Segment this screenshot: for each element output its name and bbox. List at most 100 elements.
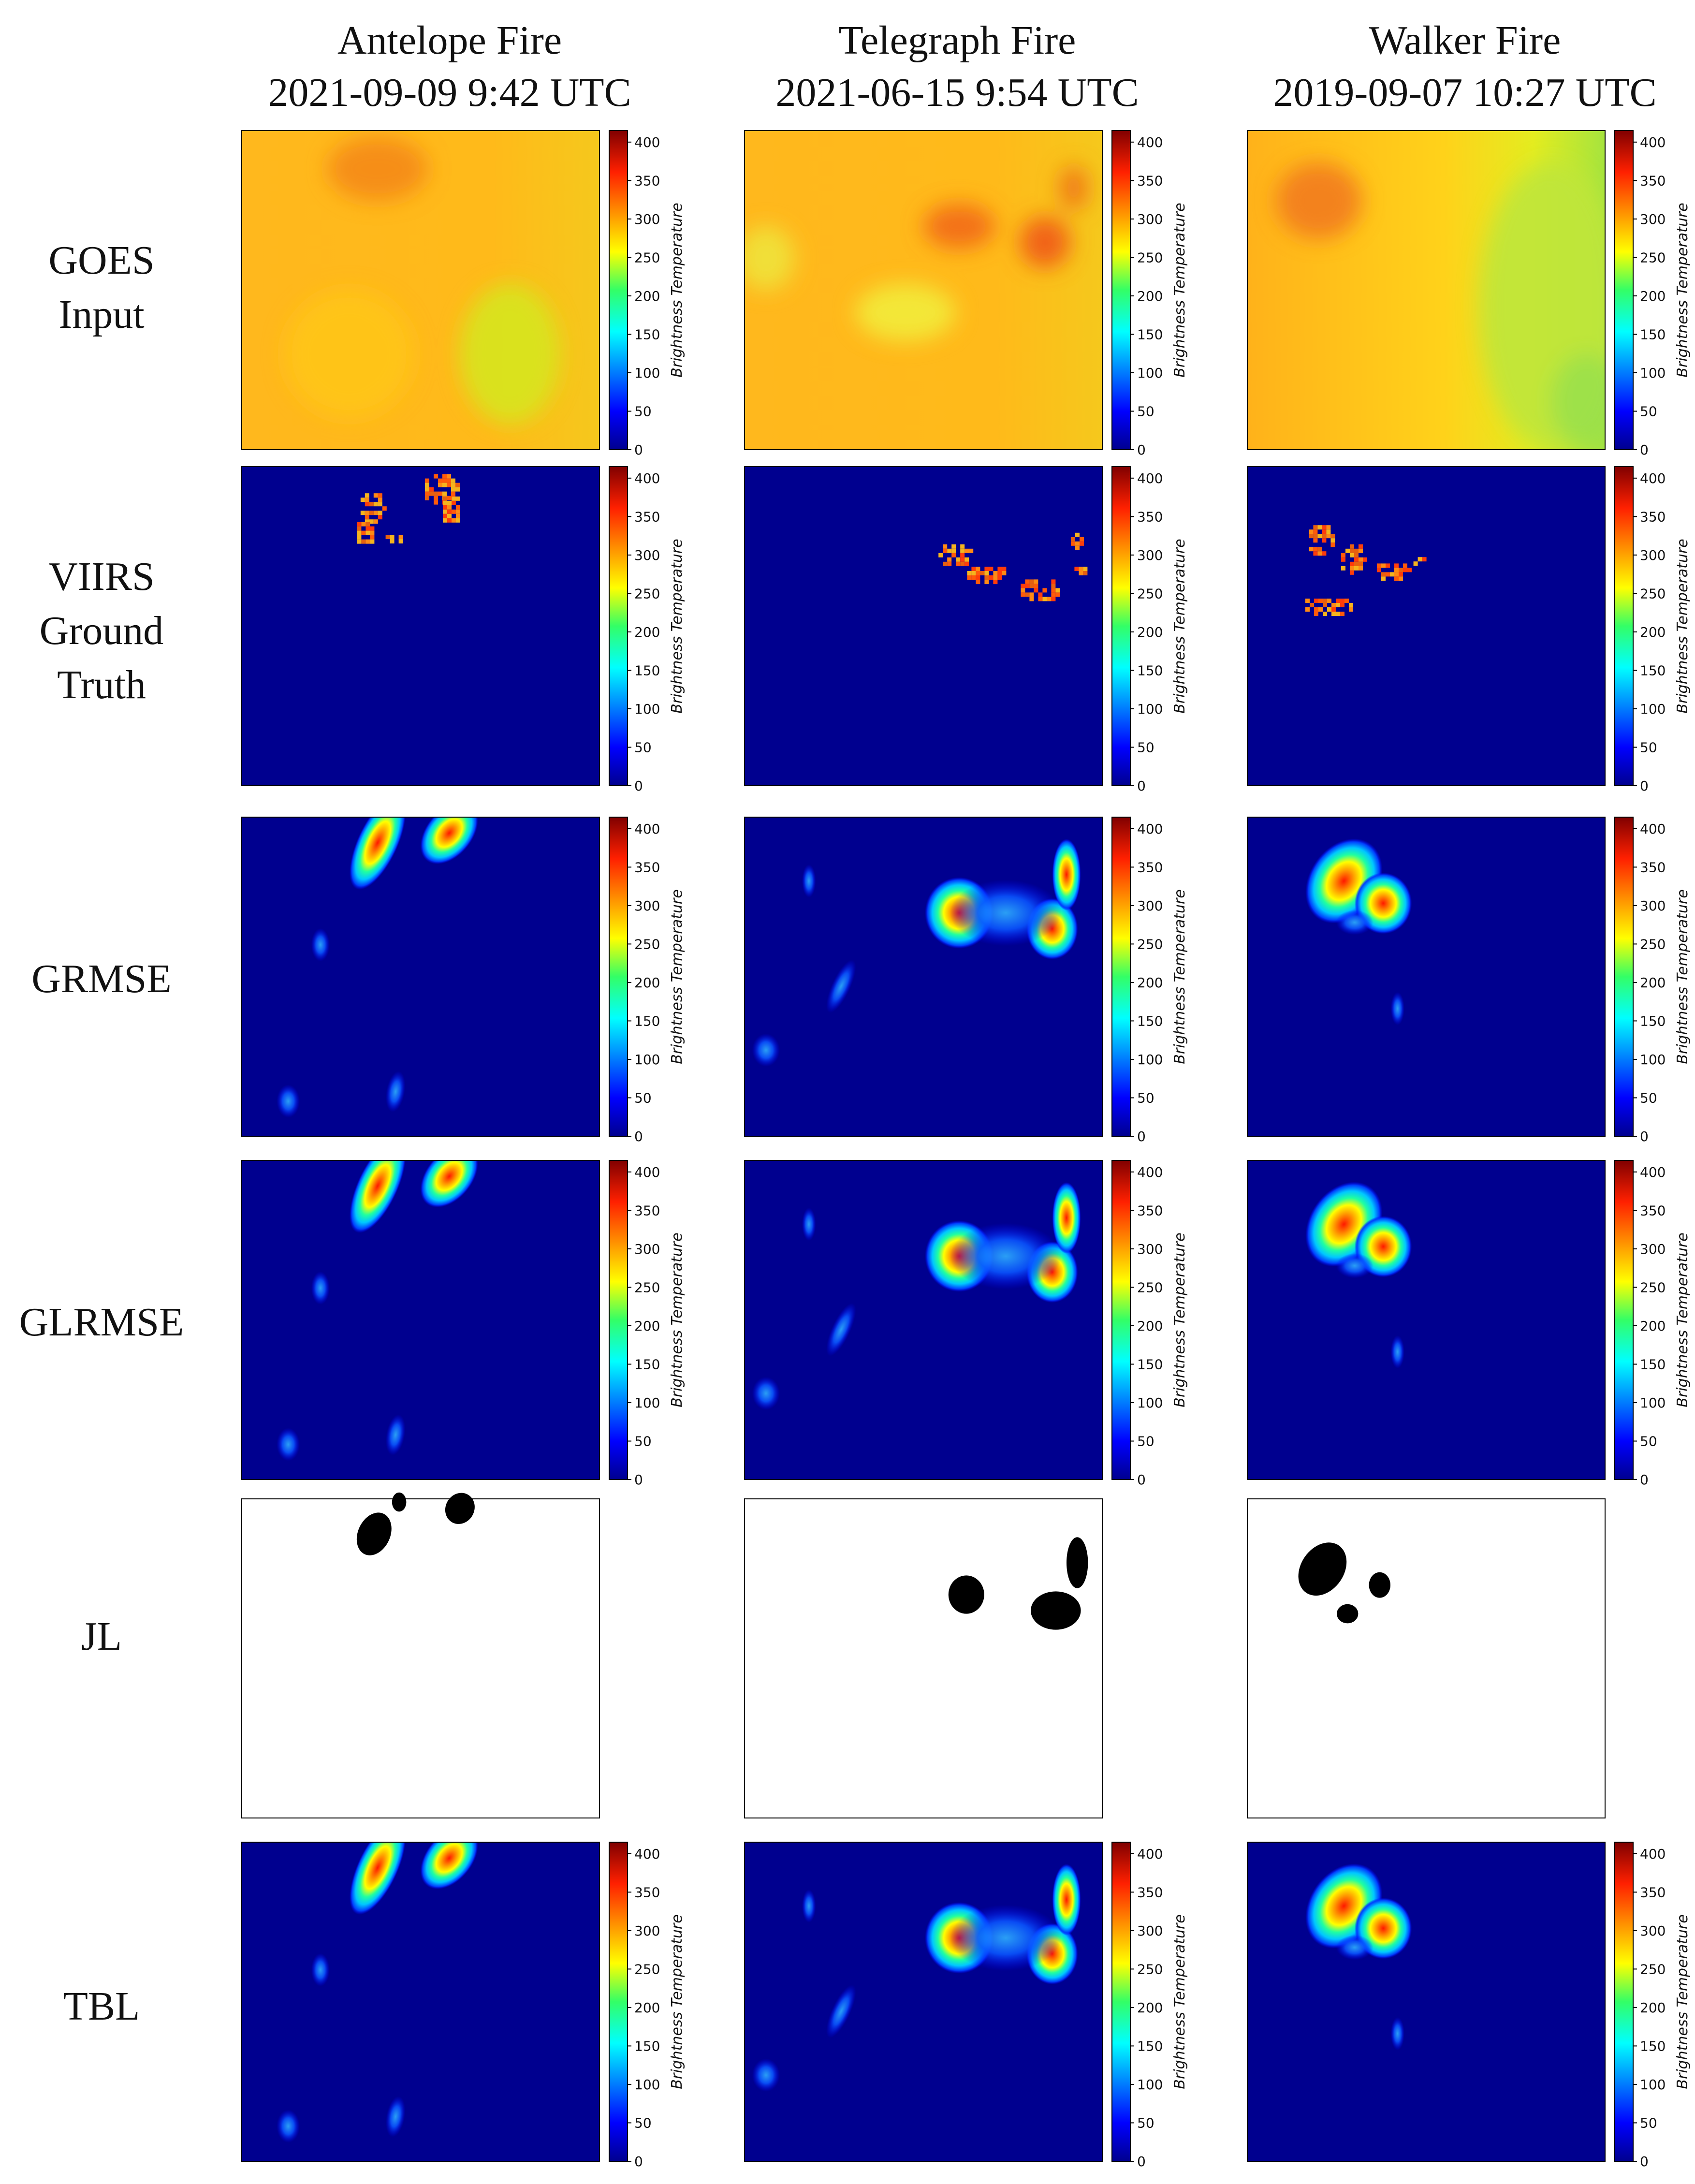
panel-figure: 0 50 100 150 200 250 300 350 400 Brightness Tempe…: [241, 130, 686, 458]
colorbar-tick-label: 400: [1137, 821, 1163, 837]
colorbar-tick-label: 100: [1640, 365, 1666, 381]
panel-figure: 0 50 100 150 200 250 300 350 400 Brightness Tempe…: [1247, 1842, 1691, 2169]
row-label-line: GRMSE: [31, 956, 172, 1001]
panel-figure: 0 50 100 150 200 250 300 350 400 Brightness Tempe…: [1247, 130, 1691, 458]
panel-heat-0: 0 50 100 150 200 250 300 350 400 Brightness Tempe…: [232, 1837, 735, 2169]
colorbar-tick-label: 350: [634, 173, 660, 189]
panel-heat-1: 0 50 100 150 200 250 300 350 400 Brightness Tempe…: [735, 1156, 1238, 1488]
colorbar-label: Brightness Temperature: [1171, 203, 1188, 377]
colorbar-tick-label: 350: [1640, 509, 1666, 525]
colorbar-tick-label: 300: [634, 1923, 660, 1939]
heat-blob: [826, 959, 856, 1013]
colorbar-label: Brightness Temperature: [669, 203, 686, 377]
heat-blob: [1052, 1863, 1081, 1935]
colorbar-tick-label: 0: [1137, 2154, 1146, 2169]
colorbar-label: Brightness Temperature: [669, 889, 686, 1064]
colorbar-tick-label: 150: [1137, 1013, 1163, 1029]
colorbar-tick-label: 300: [1137, 547, 1163, 563]
colorbar-tick-label: 400: [1640, 470, 1666, 486]
colorbar-tick-label: 150: [634, 326, 660, 342]
colorbar: [1614, 466, 1634, 786]
colorbar-tick-label: 200: [1137, 975, 1163, 991]
colorbar-tick-label: 0: [634, 778, 643, 794]
colorbar: [609, 466, 628, 786]
colorbar-tick-label: 50: [634, 403, 652, 419]
colorbar-tick-label: 300: [1640, 898, 1666, 914]
heatmap-image: [1247, 1842, 1605, 2161]
panel-heat-2: 0 50 100 150 200 250 300 350 400 Brightness Tempe…: [1238, 1156, 1695, 1488]
mask-blob: [1337, 1604, 1359, 1624]
colorbar-tick-label: 50: [1137, 1090, 1154, 1106]
colorbar-tick-label: 350: [1137, 1884, 1163, 1900]
colorbar-tick-label: 150: [634, 1356, 660, 1372]
panel-heat-1: 0 50 100 150 200 250 300 350 400 Brightness Tempe…: [735, 812, 1238, 1144]
heat-blob: [802, 864, 816, 898]
colorbar-tick-label: 300: [1640, 1241, 1666, 1257]
heat-blob: [1052, 838, 1081, 910]
colorbar-tick-label: 0: [634, 1472, 643, 1488]
row-label-line: Input: [58, 292, 145, 337]
colorbar-tick-label: 350: [1137, 1202, 1163, 1218]
column-header-antelope: Antelope Fire 2021-09-09 9:42 UTC: [198, 15, 701, 119]
colorbar-tick-label: 100: [634, 1052, 660, 1068]
panel-figure: 0 50 100 150 200 250 300 350 400 Brightness Tempe…: [744, 1842, 1188, 2169]
heatmap-image: [745, 817, 1102, 1136]
colorbar-tick-label: 400: [634, 1846, 660, 1862]
colorbar-label: Brightness Temperature: [1171, 539, 1188, 713]
colorbar: [1614, 817, 1634, 1137]
column-subtitle: 2021-09-09 9:42 UTC: [268, 70, 631, 115]
colorbar-tick-label: 0: [634, 2154, 643, 2169]
row-label-line: VIIRS: [48, 554, 155, 599]
colorbar-tick-label: 250: [634, 936, 660, 952]
colorbar-label: Brightness Temperature: [1171, 889, 1188, 1064]
colorbar-tick-label: 0: [1640, 1472, 1649, 1488]
colorbar-label: Brightness Temperature: [669, 539, 686, 713]
colorbar-tick-label: 300: [1137, 1241, 1163, 1257]
colorbar: [609, 1160, 628, 1480]
panel-figure: 0 50 100 150 200 250 300 350 400 Brightness Tempe…: [744, 1160, 1188, 1488]
row-label-grmse: GRMSE: [0, 952, 203, 1006]
colorbar-tick-label: 50: [1640, 403, 1657, 419]
viirs-image: [1247, 467, 1605, 786]
colorbar-tick-label: 400: [1640, 821, 1666, 837]
heat-blob: [950, 1223, 1062, 1290]
colorbar: [1614, 1842, 1634, 2162]
colorbar-tick-label: 50: [634, 2115, 652, 2131]
colorbar-tick-label: 50: [634, 1090, 652, 1106]
row-label-line: TBL: [63, 1984, 140, 2029]
colorbar-tick-label: 250: [1137, 586, 1163, 601]
colorbar-tick-label: 300: [1137, 898, 1163, 914]
panel-heat-2: 0 50 100 150 200 250 300 350 400 Brightness Tempe…: [1238, 1837, 1695, 2169]
colorbar-tick-label: 150: [1137, 2038, 1163, 2054]
colorbar-tick-label: 250: [1640, 249, 1666, 265]
panel-heat-0: 0 50 100 150 200 250 300 350 400 Brightness Tempe…: [232, 1156, 735, 1488]
colorbar-tick-label: 200: [1640, 288, 1666, 304]
colorbar-tick-label: 200: [634, 975, 660, 991]
heat-blob: [385, 1071, 406, 1112]
heat-blob: [802, 1889, 816, 1923]
mask-blob: [445, 1493, 475, 1524]
heatmap-image: [745, 1160, 1102, 1480]
colorbar-tick-label: 100: [1137, 701, 1163, 717]
colorbar-tick-label: 250: [1137, 249, 1163, 265]
colorbar-tick-label: 0: [634, 442, 643, 458]
colorbar-tick-label: 250: [1640, 1279, 1666, 1295]
colorbar-label: Brightness Temperature: [1674, 1914, 1691, 2089]
panel-binary-2: [1238, 1494, 1695, 1823]
heat-blob: [1390, 2017, 1405, 2051]
colorbar-tick-label: 200: [634, 288, 660, 304]
row-label-tbl: TBL: [0, 1979, 203, 2034]
colorbar: [1111, 1842, 1131, 2162]
colorbar-tick-label: 0: [634, 1129, 643, 1144]
panel-figure: 0 50 100 150 200 250 300 350 400 Brightness Tempe…: [1247, 817, 1691, 1144]
colorbar-tick-label: 0: [1640, 778, 1649, 794]
colorbar-tick-label: 250: [1640, 1961, 1666, 1977]
goes-image: [745, 131, 1102, 450]
heatmap-image: [242, 817, 599, 1136]
colorbar-tick-label: 350: [634, 1202, 660, 1218]
colorbar-tick-label: 350: [1640, 859, 1666, 875]
colorbar: [609, 1842, 628, 2162]
heatmap-image: [242, 1842, 599, 2161]
panel-heat-2: 0 50 100 150 200 250 300 350 400 Brightness Tempe…: [1238, 812, 1695, 1144]
colorbar-tick-label: 100: [1640, 1395, 1666, 1411]
